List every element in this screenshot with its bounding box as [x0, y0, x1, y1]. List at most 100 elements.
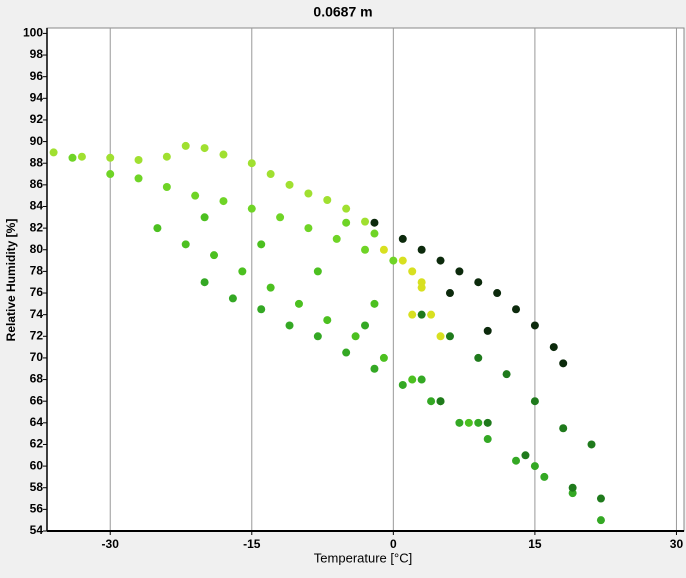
- point: [568, 483, 577, 492]
- point: [445, 332, 454, 341]
- point: [304, 224, 313, 233]
- point: [379, 353, 388, 362]
- point: [200, 144, 209, 153]
- point: [276, 213, 285, 222]
- point: [549, 343, 558, 352]
- point: [408, 267, 417, 276]
- point: [370, 364, 379, 373]
- point: [323, 316, 332, 325]
- point: [285, 321, 294, 330]
- y-tick-label: 86: [30, 177, 44, 191]
- y-tick-label: 94: [30, 90, 44, 104]
- y-tick-label: 70: [30, 350, 44, 364]
- point: [436, 397, 445, 406]
- point: [455, 418, 464, 427]
- point: [530, 321, 539, 330]
- point: [559, 359, 568, 368]
- point: [398, 256, 407, 265]
- y-tick-label: 58: [30, 480, 44, 494]
- point: [474, 278, 483, 287]
- point: [181, 141, 190, 150]
- point: [313, 332, 322, 341]
- point: [370, 299, 379, 308]
- point: [228, 294, 237, 303]
- y-tick-label: 74: [30, 307, 44, 321]
- point: [408, 375, 417, 384]
- point: [474, 353, 483, 362]
- y-tick-label: 64: [30, 415, 44, 429]
- x-axis-label: Temperature [°C]: [314, 550, 412, 565]
- point: [493, 289, 502, 298]
- point: [332, 234, 341, 243]
- y-tick-label: 76: [30, 285, 44, 299]
- point: [266, 170, 275, 179]
- y-tick-label: 98: [30, 47, 44, 61]
- chart-title: 0.0687 m: [313, 4, 372, 20]
- x-tick-label: 15: [528, 537, 542, 551]
- point: [483, 435, 492, 444]
- point: [210, 251, 219, 260]
- x-tick-label: -30: [102, 537, 120, 551]
- point: [398, 234, 407, 243]
- point: [361, 245, 370, 254]
- point: [427, 397, 436, 406]
- plot-area: [46, 27, 685, 532]
- point: [530, 462, 539, 471]
- point: [257, 240, 266, 249]
- point: [521, 451, 530, 460]
- point: [134, 174, 143, 183]
- y-tick-label: 78: [30, 264, 44, 278]
- point: [417, 310, 426, 319]
- point: [502, 370, 511, 379]
- point: [247, 159, 256, 168]
- point: [483, 418, 492, 427]
- point: [530, 397, 539, 406]
- point: [596, 516, 605, 525]
- y-tick-label: 68: [30, 372, 44, 386]
- point: [68, 153, 77, 162]
- point: [238, 267, 247, 276]
- y-tick-label: 84: [30, 199, 44, 213]
- point: [512, 456, 521, 465]
- y-tick-label: 92: [30, 112, 44, 126]
- y-tick-label: 54: [30, 523, 44, 537]
- point: [512, 305, 521, 314]
- point: [134, 155, 143, 164]
- y-tick-label: 80: [30, 242, 44, 256]
- point: [219, 150, 228, 159]
- y-tick-label: 72: [30, 328, 44, 342]
- point: [370, 229, 379, 238]
- y-tick-label: 56: [30, 502, 44, 516]
- point: [162, 183, 171, 192]
- point: [200, 278, 209, 287]
- point: [445, 289, 454, 298]
- y-tick-label: 90: [30, 134, 44, 148]
- point: [181, 240, 190, 249]
- y-tick-label: 62: [30, 437, 44, 451]
- point: [559, 424, 568, 433]
- y-tick-label: 100: [23, 26, 43, 40]
- point: [417, 245, 426, 254]
- point: [436, 256, 445, 265]
- point: [342, 204, 351, 213]
- point: [417, 278, 426, 287]
- point: [455, 267, 464, 276]
- point: [361, 321, 370, 330]
- point: [408, 310, 417, 319]
- point: [398, 380, 407, 389]
- x-tick-label: 0: [390, 537, 397, 551]
- y-tick-label: 82: [30, 220, 44, 234]
- point: [427, 310, 436, 319]
- point: [285, 180, 294, 189]
- point: [342, 218, 351, 227]
- point: [304, 189, 313, 198]
- point: [370, 218, 379, 227]
- point: [49, 148, 58, 157]
- point: [596, 494, 605, 503]
- point: [106, 170, 115, 179]
- point: [323, 195, 332, 204]
- point: [464, 418, 473, 427]
- y-tick-label: 60: [30, 458, 44, 472]
- point: [483, 326, 492, 335]
